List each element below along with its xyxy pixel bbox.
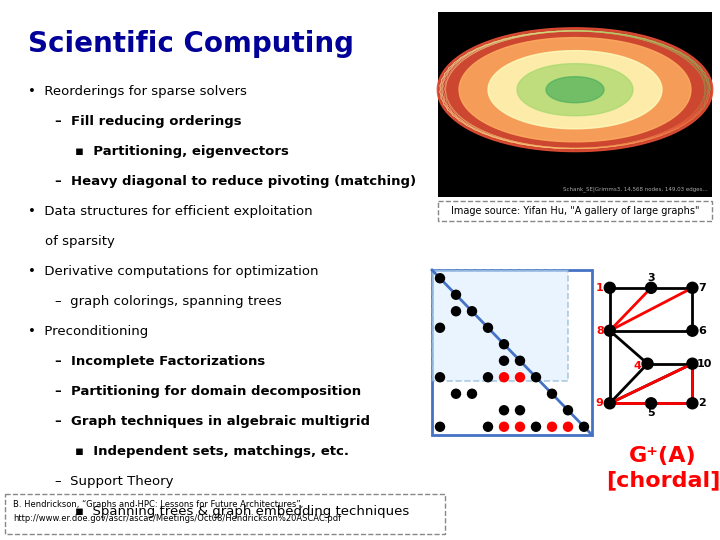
Text: 4: 4 (634, 361, 642, 370)
Text: •  Derivative computations for optimization: • Derivative computations for optimizati… (28, 265, 318, 278)
Text: •  Preconditioning: • Preconditioning (28, 325, 148, 338)
Circle shape (436, 323, 444, 332)
Polygon shape (488, 51, 662, 129)
Polygon shape (459, 38, 691, 142)
Circle shape (467, 389, 477, 399)
Bar (438, 201, 712, 221)
Text: 9: 9 (596, 399, 604, 408)
Circle shape (687, 358, 698, 369)
Circle shape (687, 398, 698, 409)
Text: –  Support Theory: – Support Theory (55, 475, 174, 488)
Text: –  Fill reducing orderings: – Fill reducing orderings (55, 115, 242, 128)
Circle shape (531, 422, 541, 431)
Text: G⁺(A)
[chordal]: G⁺(A) [chordal] (606, 446, 720, 490)
Circle shape (451, 307, 461, 316)
Text: 6: 6 (698, 326, 706, 336)
Circle shape (531, 373, 541, 382)
Circle shape (516, 356, 524, 365)
Bar (438, 12, 712, 197)
Text: 2: 2 (698, 399, 706, 408)
Circle shape (500, 340, 508, 349)
Polygon shape (437, 28, 713, 152)
Circle shape (500, 373, 508, 382)
Circle shape (451, 291, 461, 299)
Text: http://www.er.doe.gov/ascr/ascac/Meetings/Oct08/Hendrickson%20ASCAC.pdf: http://www.er.doe.gov/ascr/ascac/Meeting… (13, 514, 341, 523)
Text: 3: 3 (647, 273, 655, 283)
Circle shape (547, 422, 557, 431)
Circle shape (500, 356, 508, 365)
Circle shape (646, 282, 657, 293)
Circle shape (564, 422, 572, 431)
Text: Schank_SE|Grimms3, 14,568 nodes, 149,03 edges...: Schank_SE|Grimms3, 14,568 nodes, 149,03 … (563, 186, 708, 192)
Text: 5: 5 (647, 408, 655, 418)
Circle shape (467, 307, 477, 316)
Text: 8: 8 (596, 326, 603, 336)
Circle shape (564, 406, 572, 415)
Circle shape (484, 422, 492, 431)
Text: –  Graph techniques in algebraic multigrid: – Graph techniques in algebraic multigri… (55, 415, 370, 428)
Text: •  Reorderings for sparse solvers: • Reorderings for sparse solvers (28, 85, 247, 98)
Bar (432, 270, 592, 435)
Text: ▪  Independent sets, matchings, etc.: ▪ Independent sets, matchings, etc. (75, 445, 349, 458)
Text: –  Heavy diagonal to reduce pivoting (matching): – Heavy diagonal to reduce pivoting (mat… (55, 175, 416, 188)
Text: 10: 10 (697, 359, 712, 369)
Circle shape (687, 282, 698, 293)
Circle shape (604, 325, 616, 336)
Circle shape (436, 274, 444, 283)
Circle shape (436, 373, 444, 382)
Text: 7: 7 (698, 283, 706, 293)
Circle shape (687, 325, 698, 336)
Circle shape (604, 282, 616, 293)
Circle shape (436, 422, 444, 431)
Circle shape (516, 406, 524, 415)
Text: –  graph colorings, spanning trees: – graph colorings, spanning trees (55, 295, 282, 308)
Circle shape (642, 358, 653, 369)
Text: Scientific Computing: Scientific Computing (28, 30, 354, 58)
Text: of sparsity: of sparsity (28, 235, 115, 248)
Circle shape (484, 323, 492, 332)
Circle shape (547, 389, 557, 399)
Text: Image source: Yifan Hu, "A gallery of large graphs": Image source: Yifan Hu, "A gallery of la… (451, 206, 699, 216)
Text: –  Partitioning for domain decomposition: – Partitioning for domain decomposition (55, 385, 361, 398)
Circle shape (500, 422, 508, 431)
Circle shape (451, 389, 461, 399)
Text: ▪  Spanning trees & graph embedding techniques: ▪ Spanning trees & graph embedding techn… (75, 505, 409, 518)
Polygon shape (517, 64, 633, 116)
Text: B. Hendrickson, “Graphs and HPC: Lessons for Future Architectures”,: B. Hendrickson, “Graphs and HPC: Lessons… (13, 500, 303, 509)
Circle shape (516, 373, 524, 382)
Circle shape (646, 398, 657, 409)
Circle shape (500, 406, 508, 415)
Polygon shape (546, 77, 604, 103)
Circle shape (580, 422, 588, 431)
Text: •  Data structures for efficient exploitation: • Data structures for efficient exploita… (28, 205, 312, 218)
Circle shape (604, 398, 616, 409)
Bar (432, 270, 568, 381)
Bar (5, 494, 445, 534)
Text: 1: 1 (596, 283, 603, 293)
Circle shape (484, 373, 492, 382)
Text: ▪  Partitioning, eigenvectors: ▪ Partitioning, eigenvectors (75, 145, 289, 158)
Circle shape (516, 422, 524, 431)
Text: –  Incomplete Factorizations: – Incomplete Factorizations (55, 355, 265, 368)
